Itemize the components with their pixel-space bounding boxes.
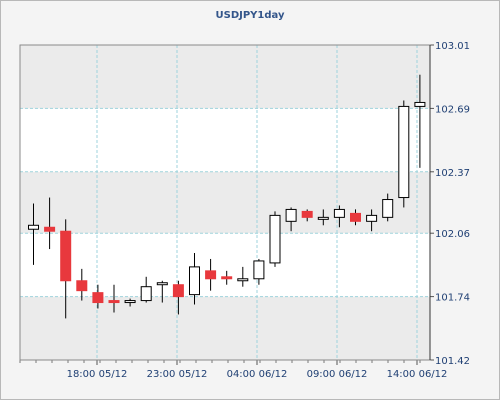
candle: [189, 253, 200, 305]
candle-body-down: [350, 212, 361, 222]
candle-body-up: [333, 208, 345, 218]
candle-body-up: [253, 260, 265, 280]
y-tick-label: 102.69: [435, 104, 470, 115]
candle: [92, 284, 104, 309]
candle-body-down: [172, 284, 184, 298]
plot-bands: [20, 45, 430, 360]
candle: [28, 203, 39, 265]
chart-title: USDJPY1day: [215, 10, 285, 21]
candle-body-up: [414, 101, 426, 107]
candle-body-down: [92, 292, 104, 304]
candle: [366, 209, 378, 232]
candle-body-down: [76, 280, 88, 292]
candle: [172, 280, 184, 315]
candle: [301, 209, 313, 222]
candle-body-up: [398, 105, 410, 199]
candle: [269, 211, 281, 267]
candle-body-up: [269, 214, 281, 264]
candle: [60, 219, 72, 319]
candle: [205, 258, 217, 291]
axes: [19, 44, 434, 365]
candle: [333, 205, 345, 228]
candle: [237, 266, 249, 287]
candle-body-down: [205, 270, 217, 280]
x-tick-label: 14:00 06/12: [387, 369, 448, 380]
plot-band: [20, 296, 430, 360]
candle: [44, 197, 56, 250]
candle-body-up: [382, 199, 394, 218]
y-tick-label: 101.42: [435, 356, 470, 367]
candle: [140, 276, 152, 303]
candle-body-up: [189, 266, 200, 296]
y-tick-label: 101.74: [435, 293, 470, 304]
candle-body-down: [44, 226, 56, 232]
plot-band: [20, 171, 430, 234]
candle-body-down: [301, 210, 313, 218]
candle: [76, 268, 88, 301]
candle-body-up: [124, 300, 136, 304]
x-axis-ticks: 18:00 05/12 23:00 05/12 04:00 06/12 09:00 0…: [67, 369, 448, 380]
candle: [156, 280, 168, 303]
y-tick-label: 102.06: [435, 229, 470, 240]
candle: [124, 298, 136, 307]
candle-body-up: [285, 208, 297, 222]
y-axis-ticks: 101.42 101.74 102.06 102.37 102.69 103.01: [435, 41, 470, 367]
candle-body-up: [366, 214, 378, 222]
candle: [108, 284, 120, 313]
candles: [28, 74, 426, 319]
x-tick-label: 18:00 05/12: [67, 369, 128, 380]
candle-body-up: [28, 224, 39, 230]
candle: [350, 209, 361, 226]
candle: [382, 193, 394, 222]
plot-band: [20, 233, 430, 297]
plot-band: [20, 108, 430, 172]
candle: [414, 74, 426, 168]
candle: [253, 258, 265, 285]
y-tick-label: 102.37: [435, 168, 470, 179]
candle: [317, 209, 329, 226]
candle: [221, 270, 233, 285]
y-tick-label: 103.01: [435, 41, 470, 52]
candle-body-down: [60, 230, 72, 282]
candle-body-down: [221, 276, 233, 280]
candle-body-up: [317, 216, 329, 220]
x-tick-label: 09:00 06/12: [307, 369, 368, 380]
candle-body-up: [156, 282, 168, 286]
x-tick-label: 04:00 06/12: [227, 369, 288, 380]
candle-body-up: [237, 278, 249, 282]
x-tick-label: 23:00 05/12: [147, 369, 208, 380]
candle-body-down: [108, 300, 120, 304]
candle-body-up: [140, 286, 152, 302]
candle: [285, 207, 297, 232]
plot-band: [20, 45, 430, 109]
candle: [398, 100, 410, 208]
